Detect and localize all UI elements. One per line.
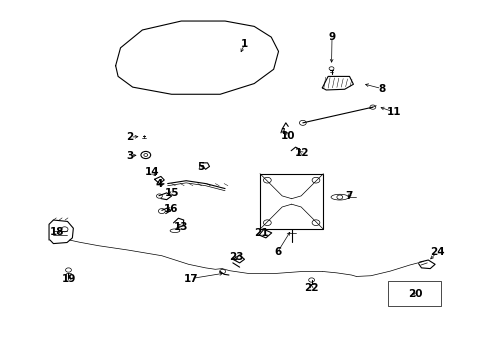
Text: 2: 2 bbox=[126, 132, 134, 142]
Text: 8: 8 bbox=[377, 84, 385, 94]
Bar bbox=[260, 174, 323, 229]
Text: 19: 19 bbox=[62, 274, 77, 284]
Text: 12: 12 bbox=[294, 148, 308, 158]
Text: 10: 10 bbox=[281, 131, 295, 141]
Bar bbox=[387, 282, 440, 306]
Text: 7: 7 bbox=[345, 191, 352, 201]
Text: 18: 18 bbox=[50, 227, 64, 237]
Text: 11: 11 bbox=[386, 107, 401, 117]
Text: 9: 9 bbox=[328, 32, 335, 42]
Text: 21: 21 bbox=[253, 228, 268, 238]
Text: 4: 4 bbox=[155, 179, 163, 189]
Text: 17: 17 bbox=[183, 274, 198, 284]
Text: 15: 15 bbox=[164, 188, 179, 198]
Text: 3: 3 bbox=[126, 151, 134, 161]
Text: 24: 24 bbox=[429, 247, 444, 257]
Text: 16: 16 bbox=[163, 203, 178, 213]
Text: 1: 1 bbox=[241, 39, 247, 49]
Text: 22: 22 bbox=[304, 283, 318, 293]
Text: 5: 5 bbox=[197, 162, 204, 172]
Text: 23: 23 bbox=[229, 252, 244, 262]
Text: 13: 13 bbox=[174, 222, 188, 232]
Text: 20: 20 bbox=[407, 289, 422, 299]
Text: 14: 14 bbox=[144, 167, 159, 177]
Text: 6: 6 bbox=[273, 247, 281, 257]
